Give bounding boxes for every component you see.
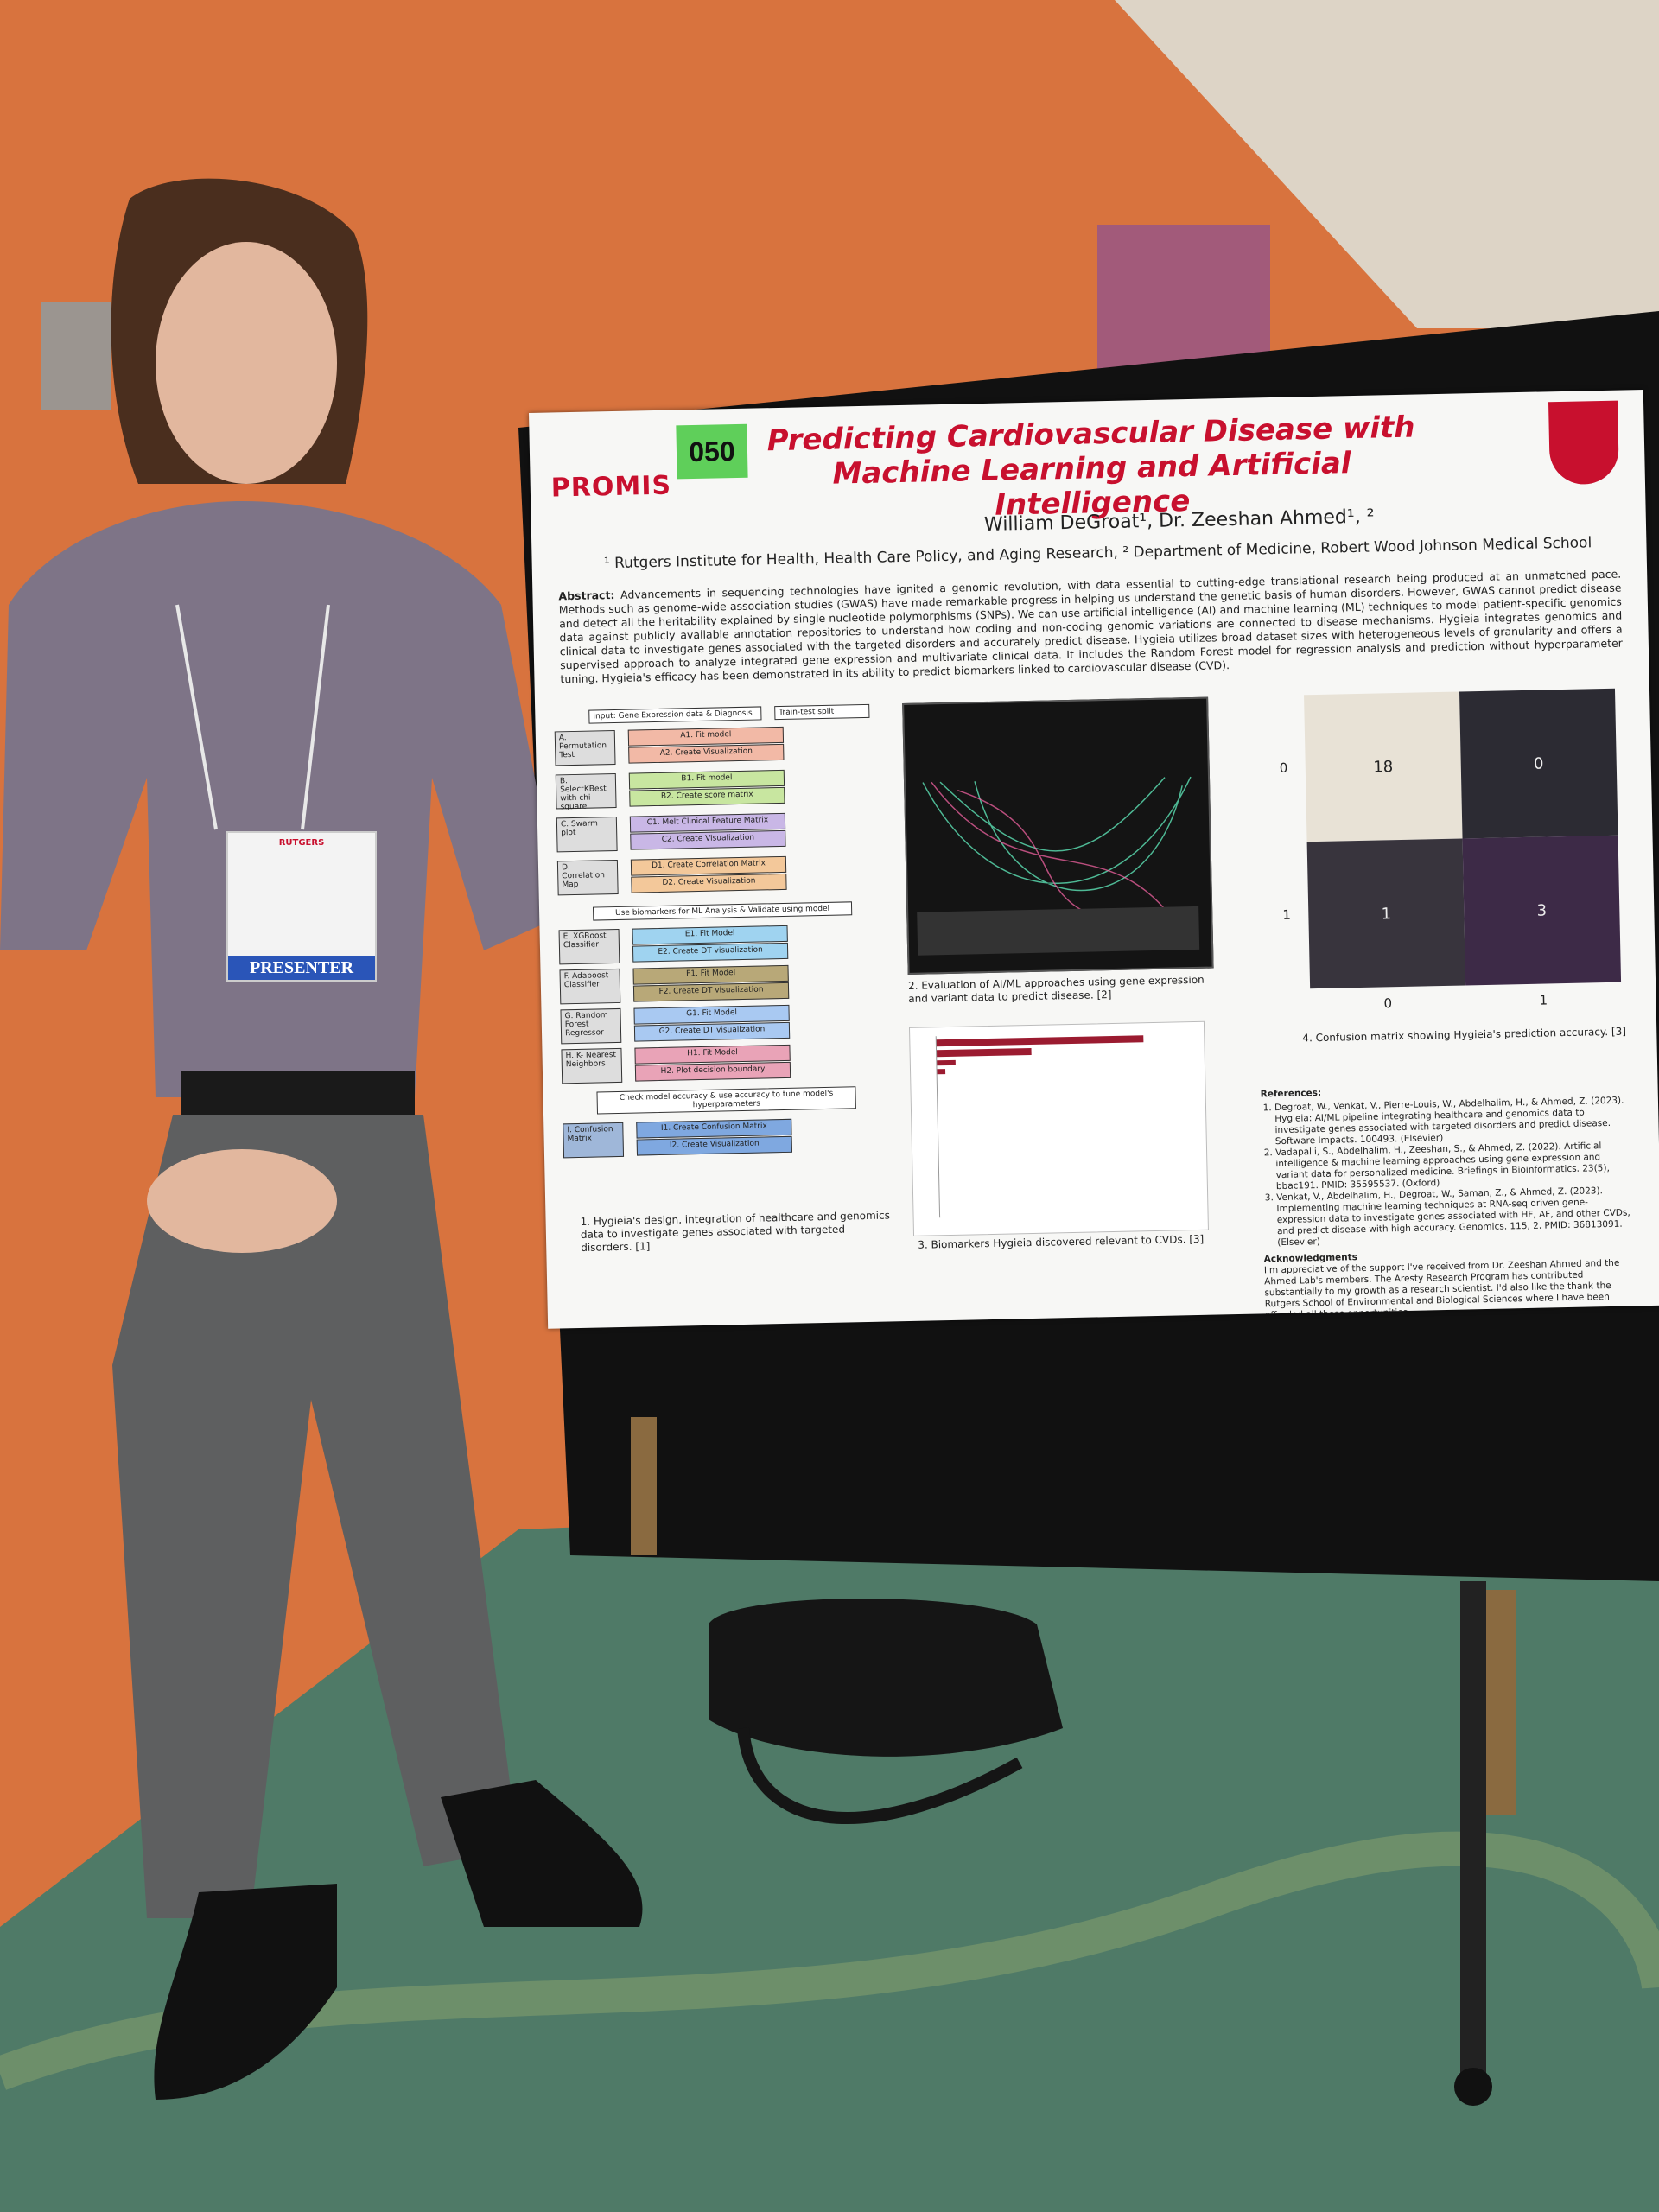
matrix-cell: 1 <box>1306 838 1466 989</box>
flow-step: B. SelectKBest with chi square <box>555 772 617 811</box>
hands <box>147 1149 337 1253</box>
flow-step: A. Permutation Test <box>554 729 616 766</box>
board-leg <box>631 1417 657 1555</box>
acknowledgments-title: Acknowledgments <box>1263 1252 1358 1265</box>
abstract-text: Advancements in sequencing technologies … <box>558 567 1624 686</box>
references-title: References: <box>1260 1087 1322 1100</box>
flow-step: D. Correlation Map <box>556 859 619 896</box>
flow-substep: C1. Melt Clinical Feature Matrix <box>629 812 786 833</box>
flow-substep: B2. Create score matrix <box>629 786 785 807</box>
wheel <box>1454 2068 1492 2106</box>
face <box>156 242 337 484</box>
flow-substep: G2. Create DT visualization <box>633 1021 791 1042</box>
matrix-col-label: 1 <box>1539 992 1548 1008</box>
flow-step: F. Adaboost Classifier <box>559 968 621 1005</box>
trousers <box>112 1115 518 1918</box>
lanyard <box>175 604 330 830</box>
flow-split: Train-test split <box>774 703 870 721</box>
caption: 2. Evaluation of AI/ML approaches using … <box>907 973 1205 1005</box>
bar-graphic <box>935 1035 1144 1218</box>
matrix-cell: 3 <box>1462 835 1622 986</box>
flowchart: Input: Gene Expression data & Diagnosis T… <box>554 703 893 1195</box>
ceiling <box>1115 0 1659 328</box>
number-tag: 050 <box>676 423 748 480</box>
matrix-row-label: 0 <box>1279 760 1288 776</box>
flow-input: Input: Gene Expression data & Diagnosis <box>588 706 762 724</box>
caption: 1. Hygieia's design, integration of heal… <box>580 1209 891 1254</box>
flow-step: I. Confusion Matrix <box>563 1122 625 1159</box>
references: References: Degroat, W., Venkat, V., Pie… <box>1261 1081 1637 1321</box>
flow-substep: D1. Create Correlation Matrix <box>630 855 787 876</box>
flow-banner: Check model accuracy & use accuracy to t… <box>596 1086 856 1115</box>
flow-substep: B1. Fit model <box>628 769 785 790</box>
network-graphic <box>917 776 1200 956</box>
shoe <box>154 1884 337 2100</box>
flow-substep: A1. Fit model <box>627 726 785 747</box>
flow-step: G. Random Forest Regressor <box>560 1007 622 1045</box>
reference: Vadapalli, S., Abdelhalim, H., Zeeshan, … <box>1275 1140 1634 1192</box>
board-leg <box>1486 1590 1516 1815</box>
confusion-matrix: 18 0 1 3 0 1 0 1 <box>1278 688 1630 1011</box>
flow-substep: G1. Fit Model <box>633 1004 790 1025</box>
flow-substep: F1. Fit Model <box>632 964 789 985</box>
matrix-col-label: 0 <box>1383 995 1393 1012</box>
flow-substep: E2. Create DT visualization <box>632 942 789 963</box>
poster: PROMIS 050 Predicting Cardiovascular Dis… <box>529 389 1659 1329</box>
shoe <box>441 1780 643 1927</box>
badge-role: PRESENTER <box>228 956 375 980</box>
abstract: Abstract: Advancements in sequencing tec… <box>558 568 1623 687</box>
figure-bar-chart <box>908 1020 1209 1236</box>
backpack-strap <box>737 1727 1023 1824</box>
backpack <box>709 1599 1063 1757</box>
flow-substep: I2. Create Visualization <box>636 1135 792 1156</box>
flow-substep: H1. Fit Model <box>634 1044 791 1065</box>
flow-banner: Use biomarkers for ML Analysis & Validat… <box>592 901 853 921</box>
badge-institution: RUTGERS <box>278 838 325 848</box>
wall-fixture <box>41 302 111 410</box>
flow-substep: D2. Create Visualization <box>631 873 787 893</box>
flow-substep: F2. Create DT visualization <box>632 982 790 1002</box>
matrix-cell: 0 <box>1459 688 1618 839</box>
caption: 4. Confusion matrix showing Hygieia's pr… <box>1302 1025 1627 1045</box>
flow-substep: E1. Fit Model <box>632 925 788 945</box>
university-shield <box>1548 400 1619 486</box>
wall-painting <box>1097 225 1270 372</box>
figure-diagram <box>902 696 1214 975</box>
name-badge: RUTGERS PRESENTER <box>226 831 377 982</box>
flow-step: E. XGBoost Classifier <box>558 928 620 965</box>
logo: PROMIS <box>550 470 672 504</box>
shirt <box>0 501 562 1097</box>
board-stand <box>1460 1581 1486 2082</box>
flow-substep: I1. Create Confusion Matrix <box>636 1118 792 1139</box>
flow-step: H. K- Nearest Neighbors <box>561 1047 623 1084</box>
abstract-label: Abstract: <box>558 588 615 603</box>
matrix-cell: 18 <box>1304 691 1463 842</box>
flow-substep: A2. Create Visualization <box>628 743 785 764</box>
reference: Venkat, V., Abdelhalim, H., Degroat, W.,… <box>1276 1185 1635 1249</box>
matrix-row-label: 1 <box>1282 906 1292 923</box>
flow-substep: H2. Plot decision boundary <box>634 1061 791 1082</box>
reference: Degroat, W., Venkat, V., Pierre-Louis, W… <box>1274 1095 1633 1147</box>
flow-step: C. Swarm plot <box>556 816 618 853</box>
flow-substep: C2. Create Visualization <box>630 830 786 850</box>
affiliations: ¹ Rutgers Institute for Health, Health C… <box>603 534 1592 573</box>
reference-list: Degroat, W., Venkat, V., Pierre-Louis, W… <box>1261 1095 1635 1249</box>
